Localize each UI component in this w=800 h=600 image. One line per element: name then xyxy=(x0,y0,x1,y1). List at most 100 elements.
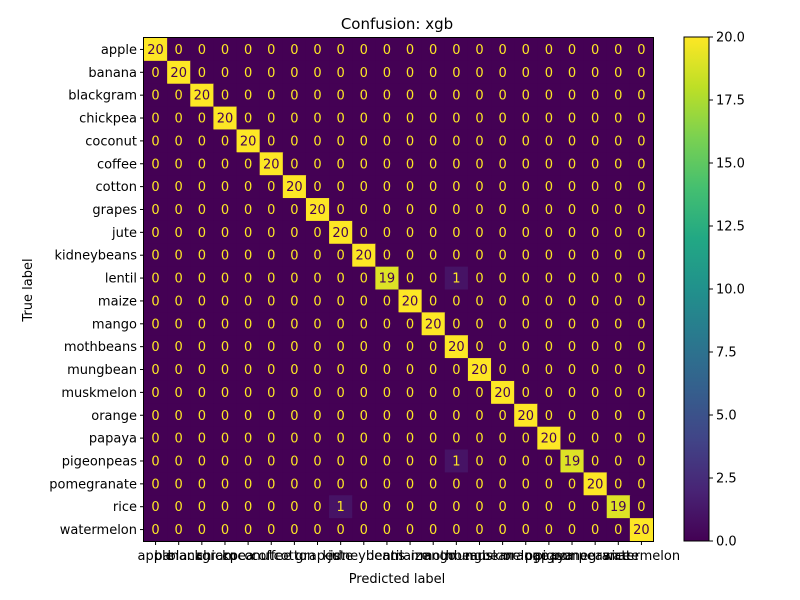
heatmap-cell xyxy=(190,403,215,428)
x-tick-label: banana xyxy=(154,549,203,564)
heatmap-cell xyxy=(375,335,400,359)
cell-value-label: 0 xyxy=(198,112,206,127)
cell-value-label: 0 xyxy=(290,203,298,218)
heatmap-cell xyxy=(583,266,608,291)
heatmap-cell xyxy=(144,495,168,519)
heatmap-cell xyxy=(259,403,284,428)
heatmap-cell xyxy=(629,335,654,359)
heatmap-cell xyxy=(629,175,654,199)
heatmap-cell xyxy=(537,518,562,542)
cell-value-label: 0 xyxy=(244,112,252,127)
cell-value-label: 0 xyxy=(545,89,553,104)
heatmap-cell xyxy=(491,266,515,291)
x-tick-label: pigeonpeas xyxy=(534,549,610,564)
heatmap-cell xyxy=(606,83,631,108)
x-tick-label: grapes xyxy=(295,549,340,564)
cell-value-label: 0 xyxy=(637,432,645,447)
heatmap-cell xyxy=(514,403,538,428)
cell-value-label: 0 xyxy=(591,363,599,378)
heatmap-cell xyxy=(421,266,446,291)
heatmap-cell xyxy=(236,266,261,291)
heatmap-cell xyxy=(444,266,469,291)
cell-value-label: 0 xyxy=(290,43,298,58)
cell-value-label: 0 xyxy=(267,249,275,264)
heatmap-cell xyxy=(421,175,446,199)
heatmap-cell xyxy=(537,83,562,108)
cell-value-label: 0 xyxy=(337,409,345,424)
cell-value-label: 0 xyxy=(290,363,298,378)
heatmap-cell xyxy=(352,495,376,519)
cell-value-label: 0 xyxy=(221,272,229,287)
cell-value-label: 0 xyxy=(545,180,553,195)
cell-value-label: 0 xyxy=(198,43,206,58)
cell-value-label: 0 xyxy=(267,43,275,58)
heatmap-cell xyxy=(583,472,608,496)
cell-value-label: 0 xyxy=(175,340,183,355)
cell-value-label: 0 xyxy=(637,340,645,355)
heatmap-cell xyxy=(491,426,515,451)
heatmap-cell xyxy=(282,198,307,222)
cell-value-label: 0 xyxy=(267,112,275,127)
heatmap-cell xyxy=(629,380,654,405)
heatmap-cell xyxy=(259,518,284,542)
heatmap-cell xyxy=(467,472,492,496)
heatmap-cell xyxy=(491,289,515,313)
heatmap-cell xyxy=(259,449,284,474)
heatmap-cell xyxy=(167,380,191,405)
cell-value-label: 0 xyxy=(522,66,530,81)
heatmap-cell xyxy=(213,198,238,222)
cell-value-label: 20 xyxy=(263,157,280,172)
heatmap-cell xyxy=(375,38,400,62)
heatmap-cell xyxy=(537,312,562,336)
cell-value-label: 0 xyxy=(452,317,460,332)
cell-value-label: 0 xyxy=(637,386,645,401)
cell-value-label: 0 xyxy=(221,203,229,218)
cell-value-label: 0 xyxy=(614,409,622,424)
x-tick-label: mothbeans xyxy=(420,549,493,564)
heatmap-cell xyxy=(514,175,538,199)
heatmap-cell xyxy=(352,335,376,359)
cell-value-label: 0 xyxy=(429,134,437,149)
cell-value-label: 1 xyxy=(452,454,460,469)
heatmap-cell xyxy=(421,60,446,85)
heatmap-cell xyxy=(444,38,469,62)
cell-value-label: 0 xyxy=(290,340,298,355)
y-tick-label: blackgram xyxy=(68,89,137,104)
heatmap-cell xyxy=(167,60,191,85)
cell-value-label: 0 xyxy=(267,317,275,332)
heatmap-cell xyxy=(282,220,307,245)
heatmap-cell xyxy=(421,243,446,268)
heatmap-cell xyxy=(236,152,261,176)
heatmap-cell xyxy=(444,220,469,245)
cell-value-label: 0 xyxy=(221,134,229,149)
cell-value-label: 0 xyxy=(498,409,506,424)
heatmap-cell xyxy=(236,243,261,268)
cell-value-label: 0 xyxy=(221,180,229,195)
cell-value-label: 0 xyxy=(151,249,159,264)
heatmap-cell xyxy=(213,83,238,108)
cell-value-label: 0 xyxy=(568,294,576,309)
y-tick-label: muskmelon xyxy=(61,386,137,401)
cell-value-label: 0 xyxy=(360,294,368,309)
heatmap-cell xyxy=(398,266,423,291)
heatmap-cell xyxy=(305,495,330,519)
cell-value-label: 0 xyxy=(360,454,368,469)
heatmap-cell xyxy=(144,106,168,131)
cell-value-label: 0 xyxy=(429,409,437,424)
heatmap-cell xyxy=(282,312,307,336)
cell-value-label: 0 xyxy=(614,203,622,218)
heatmap-cell xyxy=(583,289,608,313)
heatmap-cell xyxy=(167,518,191,542)
heatmap-cell xyxy=(259,175,284,199)
heatmap-cell xyxy=(491,198,515,222)
heatmap-cell xyxy=(375,426,400,451)
heatmap-cell xyxy=(514,518,538,542)
cell-value-label: 0 xyxy=(383,432,391,447)
heatmap-cell xyxy=(514,289,538,313)
cell-value-label: 0 xyxy=(522,363,530,378)
heatmap-cell xyxy=(352,312,376,336)
cell-value-label: 0 xyxy=(151,432,159,447)
cell-value-label: 0 xyxy=(198,340,206,355)
cell-value-label: 0 xyxy=(637,89,645,104)
cell-value-label: 0 xyxy=(406,226,414,241)
